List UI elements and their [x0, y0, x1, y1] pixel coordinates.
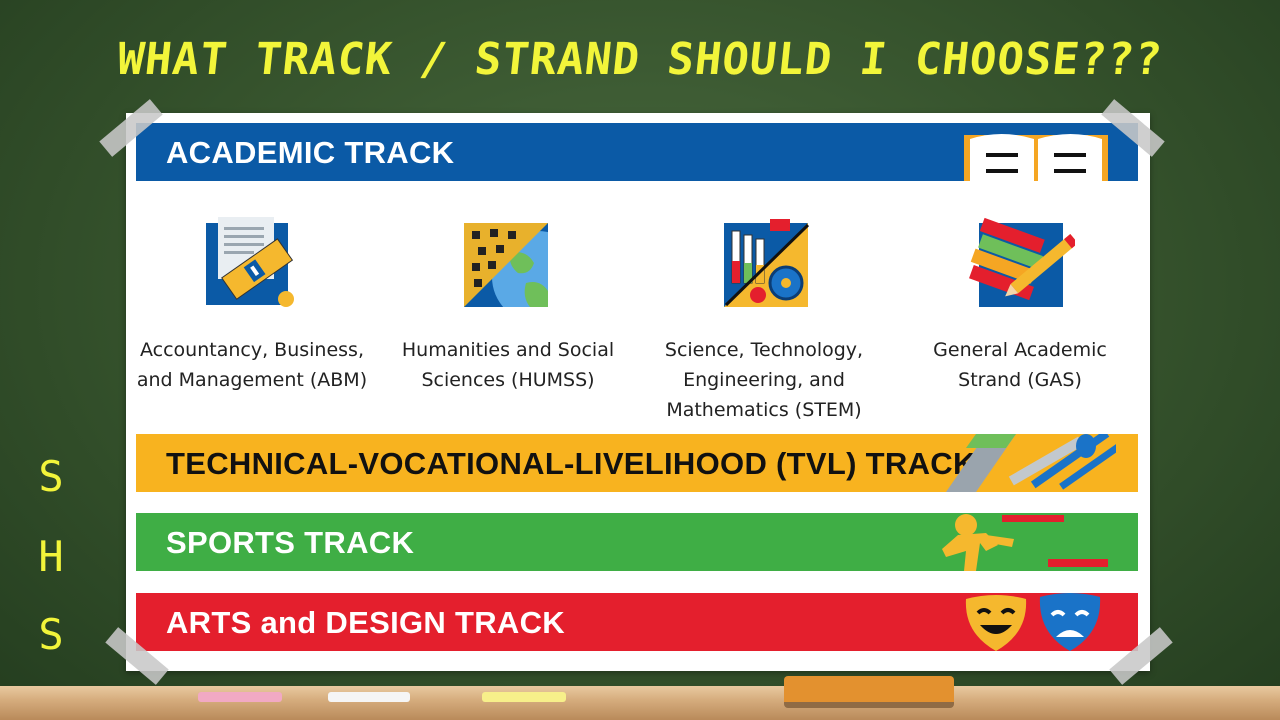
academic-track-banner: ACADEMIC TRACK	[136, 123, 1138, 181]
tools-icon	[946, 434, 1116, 492]
strand-humss: Humanities and Social Sciences (HUMSS)	[388, 213, 628, 395]
strand-abm-line2: and Management (ABM)	[136, 369, 368, 391]
side-letter-h: H	[38, 532, 64, 581]
page-title: WHAT TRACK / STRAND SHOULD I CHOOSE???	[114, 34, 1165, 85]
globe-puzzle-icon	[464, 223, 548, 307]
strand-humss-line2: Sciences (HUMSS)	[421, 369, 595, 391]
strand-stem: Science, Technology, Engineering, and Ma…	[644, 213, 884, 425]
side-letter-s-bottom: S	[38, 610, 64, 659]
open-book-icon	[964, 134, 1108, 181]
theater-masks-icon	[965, 593, 1101, 651]
sports-track-banner: SPORTS TRACK	[136, 513, 1138, 571]
tvl-track-banner: TECHNICAL-VOCATIONAL-LIVELIHOOD (TVL) TR…	[136, 434, 1138, 492]
arts-track-label: ARTS and DESIGN TRACK	[166, 605, 565, 640]
strand-humss-line1: Humanities and Social	[401, 339, 615, 361]
academic-track-label: ACADEMIC TRACK	[166, 135, 455, 170]
science-gears-icon	[724, 219, 810, 307]
chalk-ledge	[0, 686, 1280, 720]
accounting-icon	[206, 217, 294, 307]
sports-track-label: SPORTS TRACK	[166, 525, 415, 560]
eraser	[784, 676, 954, 708]
track-poster: ACADEMIC TRACK Accou	[126, 113, 1150, 671]
strand-gas-line1: General Academic	[933, 339, 1107, 361]
strand-abm: Accountancy, Business, and Management (A…	[132, 213, 372, 395]
white-chalk	[328, 692, 410, 702]
pink-chalk	[198, 692, 282, 702]
arts-track-banner: ARTS and DESIGN TRACK	[136, 593, 1138, 651]
strand-gas-line2: Strand (GAS)	[958, 369, 1082, 391]
strand-abm-line1: Accountancy, Business,	[140, 339, 364, 361]
strand-stem-line1: Science, Technology,	[664, 339, 864, 361]
books-pencil-icon	[969, 217, 1075, 307]
strand-stem-line2: Engineering, and	[683, 369, 845, 391]
tvl-track-label: TECHNICAL-VOCATIONAL-LIVELIHOOD (TVL) TR…	[166, 446, 976, 481]
runner-icon	[942, 514, 1108, 571]
yellow-chalk	[482, 692, 566, 702]
side-letter-s-top: S	[38, 452, 64, 501]
strand-gas: General Academic Strand (GAS)	[900, 213, 1140, 395]
strand-stem-line3: Mathematics (STEM)	[666, 399, 862, 421]
